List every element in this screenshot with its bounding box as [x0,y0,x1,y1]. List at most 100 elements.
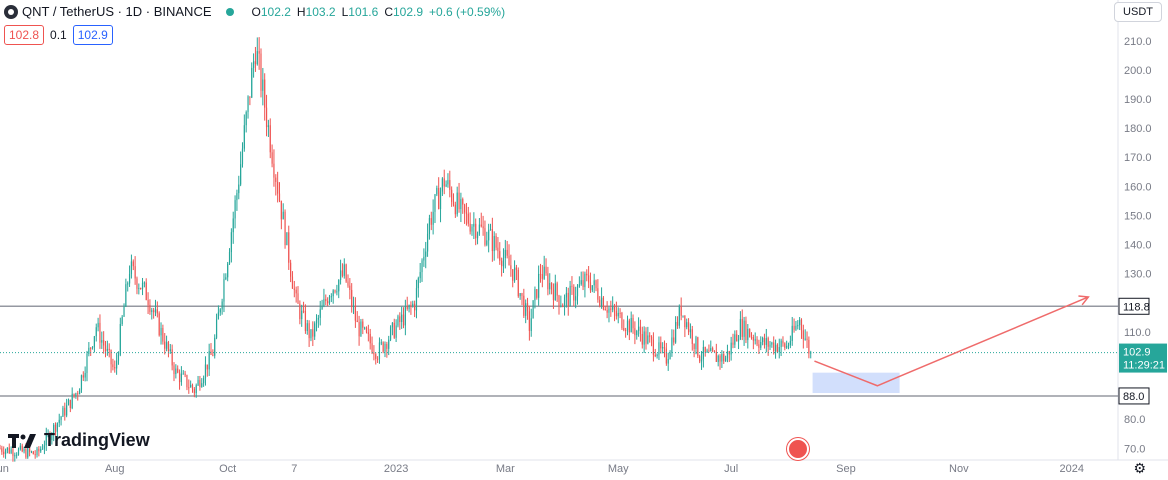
candle-body [776,344,779,352]
candle-body [595,280,597,289]
candle-body [116,360,118,369]
candle-body [639,326,642,335]
candle-body [386,343,388,349]
candle-body [277,181,279,194]
candle-body [378,342,381,360]
candle-body [304,310,307,331]
candle-body [584,273,586,288]
candle-body [19,445,21,450]
candle-body [632,318,634,329]
candle-body [469,223,471,232]
candle-body [319,309,321,318]
y-tick-label: 180.0 [1124,123,1152,135]
candle-body [264,79,266,108]
candle-body [236,193,238,201]
sell-button[interactable]: 102.8 [4,25,45,45]
candle-body [771,342,773,345]
candle-body [91,346,94,348]
candle-body [177,368,179,373]
brand-text: TradingView [44,430,150,450]
candle-body [117,354,120,361]
candle-body [193,388,195,394]
tradingview-brand: TradingView [8,430,150,451]
candle-body [341,270,344,276]
candle-body [186,375,188,388]
candle-body [687,322,690,333]
candle-body [654,354,656,357]
candle-body [388,339,390,349]
candle-body [30,451,33,453]
x-tick-label: Oct [219,463,236,475]
candle-body [251,67,253,98]
candle-body [641,334,643,345]
candle-body [206,364,208,370]
candle-body [164,341,166,349]
candle-body [786,346,788,348]
tradingview-logo-icon [8,433,36,448]
candle-body [154,309,157,313]
x-tick-label: Jul [724,463,738,475]
candle-body [99,322,101,343]
candle-body [506,249,508,256]
candle-body [586,273,588,276]
candle-body [73,393,75,397]
candle-body [760,342,762,348]
currency-button[interactable]: USDT [1114,2,1162,22]
high-label: H [296,4,306,19]
candle-body [549,283,551,290]
candle-body [569,285,571,307]
candle-body [702,346,704,360]
candle-body [430,218,432,225]
candle-body [360,321,362,337]
candle-body [802,330,804,340]
candle-body [180,373,182,383]
candle-body [58,419,60,423]
candle-body [582,280,584,288]
candle-body [750,337,753,339]
candle-body [310,329,312,339]
candle-body [156,309,158,314]
candle-body [34,454,36,456]
candle-body [291,276,294,289]
candle-body [652,339,655,355]
candle-body [151,310,153,312]
candle-body [426,233,429,252]
candle-body [278,193,281,201]
us-flag-event-icon[interactable] [787,438,809,460]
candle-body [27,448,29,458]
candle-body [249,96,251,98]
candle-body [484,228,486,245]
candle-body [675,321,677,343]
candle-body [441,178,443,192]
y-tick-label: 70.0 [1124,443,1145,455]
candle-body [395,325,397,338]
candle-body [665,348,667,364]
symbol-title[interactable]: QNT / TetherUS · 1D · BINANCE [22,4,212,19]
candle-body [700,359,703,362]
candle-body [682,315,684,317]
candle-body [373,352,375,355]
candle-body [47,433,49,435]
candle-body [308,323,310,339]
candle-body [371,343,373,353]
candle-body [43,445,46,449]
candle-body [25,448,27,458]
candle-body [758,344,760,348]
candle-body [645,331,647,344]
candle-body [743,320,745,337]
candle-body [808,339,810,354]
buy-button[interactable]: 102.9 [72,25,113,45]
candle-body [314,323,316,337]
candle-body [519,293,521,297]
candle-body [513,267,516,281]
x-tick-label: 2024 [1059,463,1083,475]
candle-body [317,317,319,320]
candle-body [112,364,114,368]
candle-body [171,349,173,366]
candle-body [364,327,366,329]
settings-gear-icon[interactable]: ⚙ [1133,460,1146,476]
candle-body [173,365,175,375]
candle-body [597,288,599,300]
x-tick-label: Aug [105,463,125,475]
